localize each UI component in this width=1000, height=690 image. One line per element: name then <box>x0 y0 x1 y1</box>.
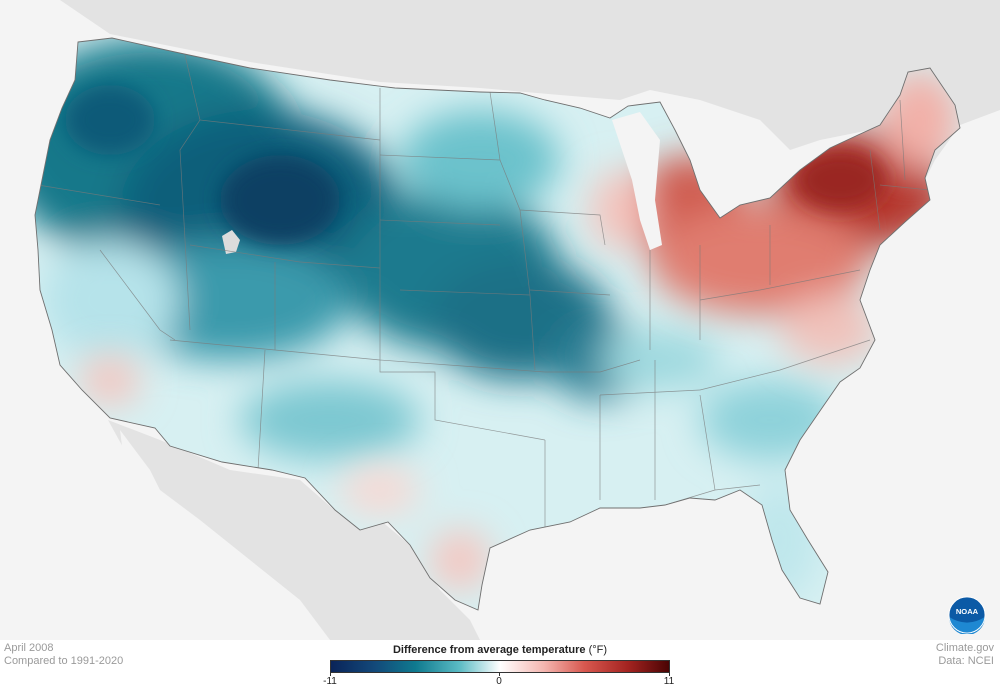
state-borders <box>37 54 931 530</box>
legend-label-max: 11 <box>663 676 675 687</box>
caption: April 2008 Compared to 1991-2020 <box>4 642 123 668</box>
legend-tick-min <box>330 673 331 676</box>
legend-label-min: -11 <box>323 676 337 687</box>
caption-date: April 2008 <box>4 642 54 654</box>
caption-baseline: Compared to 1991-2020 <box>4 655 124 667</box>
credit-source: Climate.gov <box>935 642 994 654</box>
footer: April 2008 Compared to 1991-2020 Differe… <box>0 640 1000 690</box>
credits: Climate.gov Data: NCEI <box>936 642 994 668</box>
temperature-anomaly-map <box>0 0 1000 640</box>
noaa-logo-icon: NOAA <box>948 596 986 634</box>
legend-label-mid: 0 <box>496 676 502 687</box>
legend-tick-mid <box>499 673 500 676</box>
credit-data: Data: NCEI <box>938 655 994 667</box>
legend-title-text: Difference from average temperature <box>392 644 586 656</box>
legend-unit: (°F) <box>588 644 608 656</box>
legend-tick-max <box>669 673 670 676</box>
map-area: NOAA <box>0 0 1000 640</box>
anomaly-field <box>35 38 960 610</box>
noaa-logo-text: NOAA <box>956 607 979 616</box>
legend-title: Difference from average temperature (°F) <box>330 644 670 656</box>
legend-color-bar <box>330 660 670 673</box>
